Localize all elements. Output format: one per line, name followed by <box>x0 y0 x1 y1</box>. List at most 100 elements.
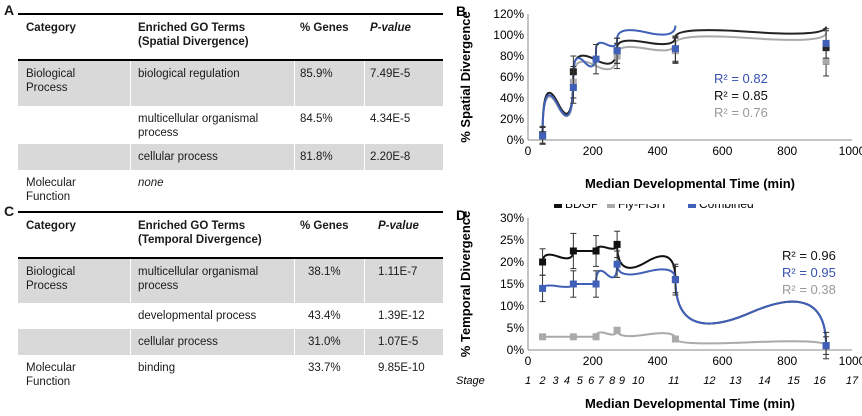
stage-tick-label: 8 <box>609 375 616 387</box>
header-genes: % Genes <box>300 220 349 232</box>
data-point <box>822 39 830 47</box>
table-row: cellular process 31.0% 1.07E-5 <box>18 329 443 355</box>
row-category: Molecular Function <box>26 177 76 203</box>
x-tick-label: 800 <box>777 144 797 158</box>
x-axis-label: Median Developmental Time (min) <box>585 176 795 191</box>
stage-tick-label: 7 <box>598 375 605 387</box>
trend-curve <box>541 25 677 136</box>
header-category: Category <box>26 220 76 232</box>
r-squared-label: R² = 0.85 <box>714 88 768 103</box>
stage-tick-label: 12 <box>703 375 715 387</box>
row-genes: 81.8% <box>300 151 333 163</box>
header-genes: % Genes <box>300 22 349 34</box>
panel-letter-c: C <box>4 203 15 219</box>
temporal-divergence-chart: D 0% 5% 10% 15% 20% 25% 30% 0 200 400 600 800 1000 Med… <box>456 204 862 411</box>
table-row: Biological Process biological regulation … <box>18 61 443 106</box>
row-pvalue: 4.34E-5 <box>370 113 411 125</box>
table-row: multicellular organismal process 84.5% 4.… <box>18 106 443 144</box>
stage-tick-label: 15 <box>788 375 801 387</box>
data-point <box>592 55 600 63</box>
y-tick-label: 15% <box>500 277 524 291</box>
data-point <box>539 258 547 266</box>
stage-tick-label: 3 <box>552 375 559 387</box>
x-tick-label: 200 <box>583 144 603 158</box>
legend-swatch <box>607 204 615 208</box>
y-tick-label: 10% <box>500 299 524 313</box>
row-term: cellular process <box>138 151 218 163</box>
legend-swatch <box>688 204 696 208</box>
data-point <box>671 276 679 284</box>
row-pvalue: 9.85E-10 <box>378 362 425 374</box>
data-point <box>613 47 621 55</box>
row-term: none <box>138 177 164 189</box>
legend-swatch <box>554 204 562 208</box>
data-point <box>671 335 679 343</box>
table-header: Category Enriched GO Terms (Temporal Dive… <box>18 211 443 259</box>
trend-curve <box>541 32 828 136</box>
stage-tick-label: 6 <box>588 375 595 387</box>
data-point <box>592 280 600 288</box>
spatial-divergence-chart: B 0% 20% 40% 60% 80% 100% 120% 0 200 400 600 800 1000… <box>456 3 862 191</box>
r-squared-label: R² = 0.96 <box>782 248 836 263</box>
r-squared-label: R² = 0.38 <box>782 282 836 297</box>
row-term: multicellular organismal process <box>138 113 259 139</box>
stage-tick-label: 13 <box>729 375 742 387</box>
table-row: Molecular Function none <box>18 170 443 208</box>
data-point <box>569 84 577 91</box>
y-tick-label: 0% <box>507 343 525 357</box>
row-term: biological regulation <box>138 68 240 80</box>
x-tick-label: 0 <box>525 144 532 158</box>
stage-tick-label: 9 <box>619 375 625 387</box>
table-row: Biological Process multicellular organism… <box>18 259 443 303</box>
data-point <box>613 326 621 334</box>
data-point <box>592 333 600 341</box>
row-pvalue: 1.11E-7 <box>378 266 418 278</box>
header-pvalue: P-value <box>370 22 411 34</box>
r-squared-label: R² = 0.95 <box>782 265 836 280</box>
row-genes: 84.5% <box>300 113 333 125</box>
y-tick-label: 5% <box>507 321 525 335</box>
y-tick-label: 100% <box>493 28 524 42</box>
x-axis-label: Median Developmental Time (min) <box>585 396 795 411</box>
x-tick-label: 800 <box>777 354 797 368</box>
y-tick-label: 80% <box>500 49 524 63</box>
header-terms: Enriched GO Terms (Temporal Divergence) <box>138 220 262 246</box>
x-tick-label: 400 <box>648 354 668 368</box>
go-table-temporal: Category Enriched GO Terms (Temporal Dive… <box>18 211 443 395</box>
go-table-spatial: Category Enriched GO Terms (Spatial Diver… <box>18 13 443 208</box>
stage-tick-label: 10 <box>632 375 645 387</box>
legend-label: Combined <box>699 204 754 211</box>
header-pvalue: P-value <box>378 220 419 232</box>
data-point <box>613 260 621 268</box>
y-tick-label: 30% <box>500 211 524 225</box>
table-row: developmental process 43.4% 1.39E-12 <box>18 303 443 329</box>
panel-letter: D <box>456 207 466 223</box>
row-genes: 85.9% <box>300 68 333 80</box>
row-pvalue: 1.07E-5 <box>378 336 419 348</box>
y-axis-label: % Temporal Divergence <box>458 211 473 357</box>
header-category: Category <box>26 22 76 34</box>
x-tick-label: 1000 <box>839 144 862 158</box>
table-row: cellular process 81.8% 2.20E-8 <box>18 144 443 170</box>
legend-label: BDGP <box>565 204 599 211</box>
row-category: Biological Process <box>26 266 76 292</box>
y-axis-label: % Spatial Divergence <box>458 11 473 143</box>
stage-tick-label: 11 <box>668 375 679 387</box>
y-tick-label: 25% <box>500 233 524 247</box>
data-point <box>539 333 547 341</box>
stage-tick-label: 4 <box>564 375 570 387</box>
panel-letter: B <box>456 3 466 19</box>
row-term: cellular process <box>138 336 218 348</box>
row-category: Biological Process <box>26 68 76 94</box>
stage-label: Stage <box>456 375 485 387</box>
x-tick-label: 600 <box>712 354 732 368</box>
row-genes: 33.7% <box>308 362 341 374</box>
row-genes: 31.0% <box>308 336 341 348</box>
table-row: Molecular Function binding 33.7% 9.85E-10 <box>18 355 443 395</box>
x-tick-label: 1000 <box>839 354 862 368</box>
y-tick-label: 0% <box>507 133 525 147</box>
row-term: developmental process <box>138 310 257 322</box>
data-point <box>671 45 679 53</box>
legend-label: Fly-FISH <box>618 204 665 211</box>
x-tick-label: 600 <box>712 144 732 158</box>
